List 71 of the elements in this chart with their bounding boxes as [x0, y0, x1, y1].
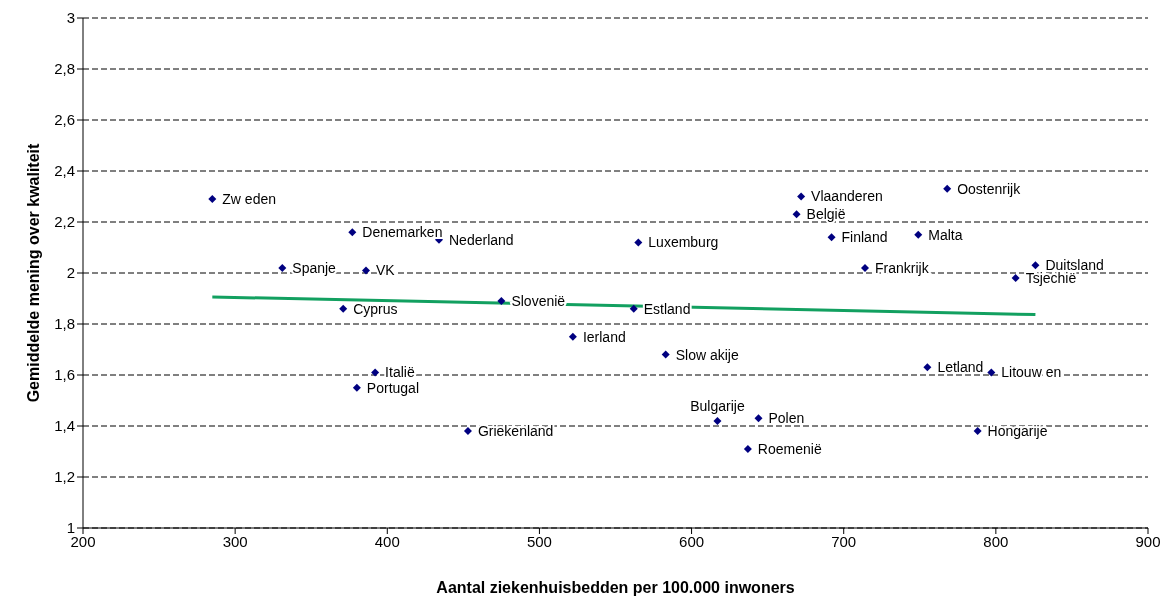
point: [987, 368, 996, 377]
point: [208, 195, 217, 204]
x-tick-label: 900: [1135, 532, 1161, 550]
x-axis-title: Aantal ziekenhuisbedden per 100.000 inwoners: [436, 579, 795, 596]
point: [792, 210, 801, 219]
y-tick-label: 1,2: [54, 468, 75, 486]
annotation: Denemarken: [362, 224, 443, 241]
annotation: Roemenië: [757, 440, 822, 457]
x-tick-label: 400: [374, 532, 400, 550]
y-tick-label: 3: [66, 9, 75, 27]
point: [914, 230, 923, 239]
point: [634, 238, 643, 247]
y-tick-label: 1,6: [54, 366, 75, 384]
x-tick-label: 500: [526, 532, 552, 550]
annotation: Litouw en: [1001, 364, 1062, 381]
point: [278, 263, 287, 272]
annotation: Bulgarije: [690, 397, 745, 414]
annotation: Luxemburg: [648, 234, 719, 251]
annotation: Polen: [768, 410, 805, 427]
annotation: Letland: [937, 359, 984, 376]
annotation: Spanje: [292, 259, 337, 276]
point: [973, 427, 982, 436]
y-tick-label: 2,8: [54, 60, 75, 78]
annotation: Malta: [928, 226, 963, 243]
y-tick-label: 2,6: [54, 111, 75, 129]
point: [743, 444, 752, 453]
point: [827, 233, 836, 242]
point: [861, 263, 870, 272]
annotation: Ierland: [582, 328, 626, 345]
point: [352, 383, 361, 392]
point: [713, 416, 722, 425]
x-tick-label: 700: [831, 532, 857, 550]
annotation: Vlaanderen: [811, 188, 883, 205]
y-tick-label: 2,2: [54, 213, 75, 231]
annotation: Frankrijk: [875, 259, 930, 276]
point: [497, 297, 506, 306]
annotation: België: [806, 206, 846, 223]
y-tick-label: 1,4: [54, 417, 75, 435]
y-tick-label: 2: [66, 264, 75, 282]
point: [923, 363, 932, 372]
y-tick-label: 2,4: [54, 162, 75, 180]
point: [361, 266, 370, 275]
annotation: Tsjechië: [1025, 270, 1077, 287]
point: [629, 304, 638, 313]
point: [797, 192, 806, 201]
y-tick-label: 1,8: [54, 315, 75, 333]
point: [339, 304, 348, 313]
annotation: Italië: [385, 364, 415, 381]
annotation: Slow akije: [675, 346, 739, 363]
point: [943, 184, 952, 193]
point: [754, 414, 763, 423]
point: [661, 350, 670, 359]
annotation: Portugal: [366, 379, 420, 396]
annotation: Oostenrijk: [957, 180, 1022, 197]
annotation: Griekenland: [477, 423, 554, 440]
point: [1011, 274, 1020, 283]
point: [463, 427, 472, 436]
point: [568, 332, 577, 341]
annotation: Nederland: [449, 231, 514, 248]
x-tick-label: 800: [983, 532, 1009, 550]
x-tick-label: 600: [679, 532, 705, 550]
point: [1031, 261, 1040, 270]
annotation: Zw eden: [222, 191, 277, 208]
point: [348, 228, 357, 237]
annotation: VK: [375, 262, 396, 279]
annotation: Finland: [841, 229, 888, 246]
annotation: Cyprus: [353, 300, 398, 317]
y-axis-title: Gemiddelde mening over kwaliteit: [24, 142, 42, 403]
annotation: Hongarije: [987, 423, 1048, 440]
point: [371, 368, 380, 377]
x-tick-label: 300: [222, 532, 248, 550]
